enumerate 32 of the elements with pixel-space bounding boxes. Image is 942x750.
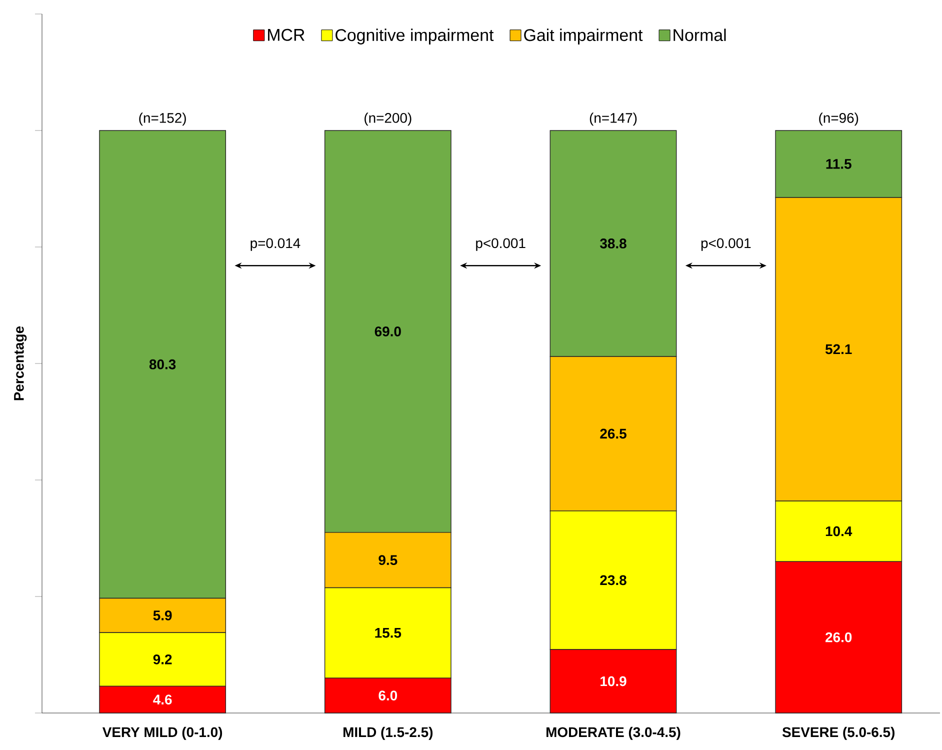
data-label: 9.2 (153, 654, 172, 664)
annotation: (n=96) (819, 112, 858, 126)
x-tick-label: SEVERE (5.0-6.5) (782, 726, 894, 740)
data-label: 26.5 (600, 428, 626, 439)
data-label: 15.5 (375, 628, 402, 638)
data-label: 69.0 (374, 326, 401, 336)
data-label: 10.9 (600, 676, 626, 686)
y-axis-title: Percentage (14, 326, 27, 400)
annotation: (n=152) (139, 112, 186, 126)
data-label: 26.0 (826, 632, 852, 642)
data-label: 38.8 (600, 238, 626, 248)
data-label: 6.0 (378, 690, 398, 700)
annotation: p<0.001 (476, 238, 526, 251)
x-tick-label: VERY MILD (0-1.0) (102, 726, 222, 740)
data-label: 4.6 (153, 694, 172, 705)
data-label: 5.9 (153, 610, 172, 620)
legend-label: Normal (674, 28, 726, 42)
data-label: 52.1 (825, 344, 852, 354)
annotation: p=0.014 (250, 238, 300, 251)
annotation: (n=147) (590, 112, 637, 126)
data-label: 23.8 (600, 575, 626, 586)
data-label: 80.3 (149, 359, 176, 370)
annotation: p<0.001 (701, 238, 751, 251)
annotation: (n=200) (364, 112, 412, 126)
legend-label: MCR (268, 28, 304, 41)
data-label: 10.4 (826, 526, 852, 536)
data-label: 9.5 (378, 555, 398, 566)
x-tick-label: MODERATE (3.0-4.5) (546, 726, 680, 740)
x-tick-label: MILD (1.5-2.5) (344, 726, 433, 740)
legend-label: Cognitive impairment (336, 28, 494, 44)
data-label: 11.5 (826, 159, 852, 169)
legend-label: Gait impairment (524, 28, 643, 44)
